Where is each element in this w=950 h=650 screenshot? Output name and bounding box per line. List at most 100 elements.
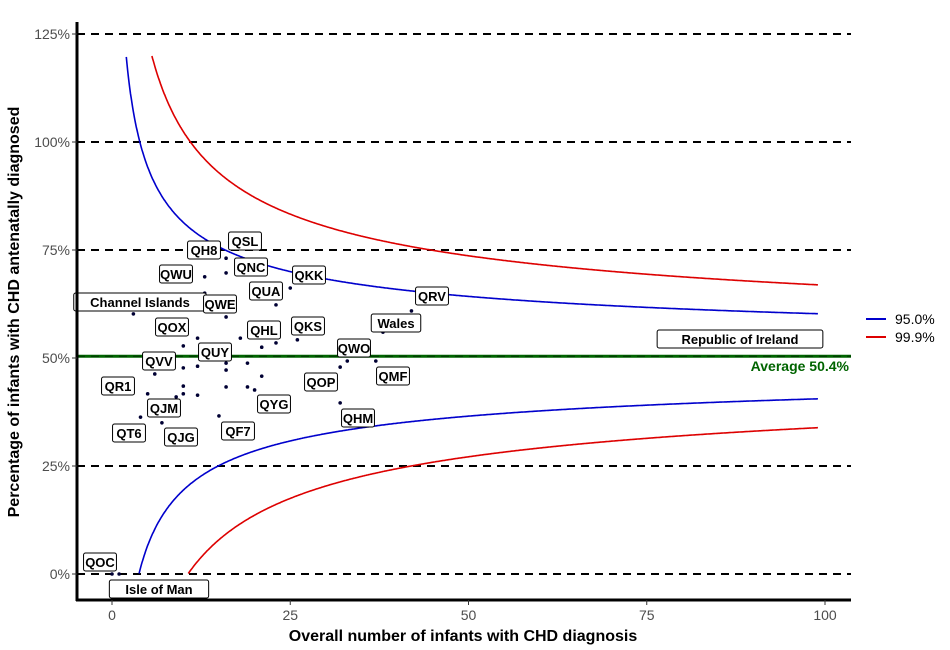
data-point xyxy=(145,392,150,396)
data-point xyxy=(195,336,200,340)
label-box xyxy=(221,421,255,441)
point-label: QOP xyxy=(304,372,338,392)
label-box xyxy=(164,427,198,447)
x-tick-label: 50 xyxy=(461,607,477,623)
label-box xyxy=(203,294,237,314)
label-box xyxy=(155,317,189,337)
label-box xyxy=(257,394,291,414)
data-point xyxy=(181,344,186,348)
data-point xyxy=(259,374,264,378)
point-label: QOX xyxy=(155,317,189,337)
data-point xyxy=(160,421,164,425)
label-text: QYG xyxy=(260,397,289,412)
y-tick-label: 75% xyxy=(42,242,70,258)
label-box xyxy=(159,264,193,284)
point-label: QWE xyxy=(203,294,237,314)
label-box xyxy=(415,286,449,306)
data-point xyxy=(274,341,278,345)
label-text: Wales xyxy=(377,316,414,331)
data-point xyxy=(224,385,228,389)
upper-limit-99.9% xyxy=(151,55,819,286)
point-label: QWO xyxy=(337,338,371,358)
lower-limit-99.9% xyxy=(187,426,818,574)
label-box xyxy=(291,316,325,336)
x-tick-label: 25 xyxy=(282,607,298,623)
data-point xyxy=(202,274,207,279)
label-text: QR1 xyxy=(105,379,132,394)
point-label: QKS xyxy=(291,316,325,336)
data-point xyxy=(245,361,250,365)
data-point xyxy=(224,256,228,261)
label-box xyxy=(292,265,326,285)
label-text: QOP xyxy=(307,375,336,390)
label-text: QUY xyxy=(201,345,230,360)
label-text: QKS xyxy=(294,319,323,334)
point-label: QNC xyxy=(234,257,268,277)
label-box xyxy=(187,240,221,260)
label-text: QT6 xyxy=(116,426,141,441)
data-point xyxy=(217,414,221,418)
legend-label-95: 95.0% xyxy=(895,311,935,327)
y-tick-label: 125% xyxy=(34,26,70,42)
data-point xyxy=(131,312,136,316)
point-label: QHM xyxy=(341,408,375,428)
data-point xyxy=(374,359,378,363)
data-point xyxy=(224,361,228,365)
point-label: QSL xyxy=(228,231,262,251)
data-point xyxy=(195,364,200,369)
point-label: QF7 xyxy=(221,421,255,441)
label-box xyxy=(376,366,410,386)
label-box xyxy=(112,423,146,443)
data-point xyxy=(259,345,264,350)
point-label: QOC xyxy=(83,552,117,572)
label-text: QJG xyxy=(167,430,194,445)
label-text: QRV xyxy=(418,289,446,304)
point-label: QKK xyxy=(292,265,326,285)
label-text: QOX xyxy=(158,320,187,335)
label-box xyxy=(337,338,371,358)
data-point xyxy=(110,572,114,576)
y-axis-title: Percentage of infants with CHD antenatal… xyxy=(6,107,23,518)
label-text: QHL xyxy=(250,323,278,338)
label-box xyxy=(147,398,181,418)
label-box xyxy=(101,376,135,396)
lower-limit-95.0% xyxy=(138,398,818,574)
data-point xyxy=(238,336,243,340)
label-text: QWO xyxy=(338,341,371,356)
label-text: QJM xyxy=(150,401,178,416)
label-box xyxy=(108,579,210,599)
legend-label-999: 99.9% xyxy=(895,329,935,345)
data-point xyxy=(345,359,350,363)
label-box xyxy=(304,372,338,392)
label-box xyxy=(656,329,824,349)
point-label: QR1 xyxy=(101,376,135,396)
point-label: Republic of Ireland xyxy=(656,329,824,349)
label-box xyxy=(247,320,281,340)
label-text: Channel Islands xyxy=(90,295,190,310)
label-box xyxy=(341,408,375,428)
data-point xyxy=(152,372,157,376)
label-text: Republic of Ireland xyxy=(681,332,798,347)
point-label: QUA xyxy=(249,281,283,301)
data-point xyxy=(245,385,250,389)
data-point xyxy=(338,401,342,405)
data-point xyxy=(295,338,300,342)
data-point xyxy=(274,303,278,307)
y-tick-label: 25% xyxy=(42,458,70,474)
point-label: QWU xyxy=(159,264,193,284)
label-text: QSL xyxy=(232,234,259,249)
point-label: QH8 xyxy=(187,240,221,260)
point-label: Wales xyxy=(370,313,422,333)
label-box xyxy=(234,257,268,277)
point-label: QJG xyxy=(164,427,198,447)
point-label: QYG xyxy=(257,394,291,414)
data-point xyxy=(224,315,228,319)
data-point xyxy=(138,415,143,419)
point-label: Channel Islands xyxy=(73,292,207,312)
legend: 95.0% 99.9% xyxy=(866,311,935,345)
point-label: QT6 xyxy=(112,423,146,443)
data-point xyxy=(252,388,257,392)
label-box xyxy=(370,313,422,333)
label-text: Isle of Man xyxy=(125,582,192,597)
